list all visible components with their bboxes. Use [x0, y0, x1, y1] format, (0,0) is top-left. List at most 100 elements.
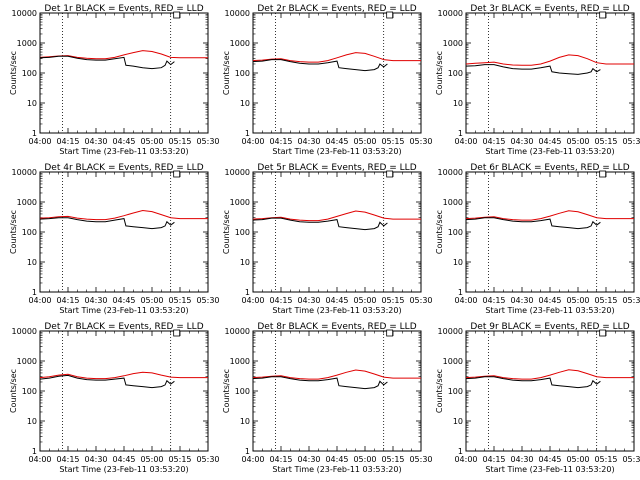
x-tick-label: 05:15 [168, 296, 191, 305]
x-tick-label: 05:00 [353, 296, 376, 305]
y-tick-label: 10 [240, 99, 250, 108]
series-line-lld [252, 52, 421, 63]
y-tick-label: 1000 [443, 357, 463, 366]
y-tick-label: 1 [32, 129, 37, 138]
x-tick-label: 04:15 [269, 296, 292, 305]
y-tick-label: 10000 [225, 327, 250, 336]
x-tick-label: 04:45 [112, 137, 135, 146]
chart-panel: Det 5r BLACK = Events, RED = LLD 1 10 100 10… [222, 163, 433, 315]
x-tick-label: 04:45 [112, 296, 135, 305]
chart-panel: Det 3r BLACK = Events, RED = LLD 1 10 100 10… [435, 4, 640, 156]
y-axis-label: Counts/sec [222, 210, 231, 254]
x-tick-label: 05:00 [140, 455, 163, 464]
series-line-lld [465, 210, 634, 221]
y-tick-label: 10000 [438, 9, 463, 18]
chart-title: Det 2r BLACK = Events, RED = LLD [257, 4, 416, 14]
chart-panel: Det 1r BLACK = Events, RED = LLD 1 10 100 10… [9, 4, 220, 156]
series-line-events [252, 59, 388, 72]
y-tick-label: 100 [22, 228, 37, 237]
chart-title: Det 9r BLACK = Events, RED = LLD [470, 322, 629, 332]
y-tick-label: 100 [22, 69, 37, 78]
y-tick-label: 1000 [17, 198, 37, 207]
y-tick-label: 1000 [17, 39, 37, 48]
top-marker-box [599, 329, 607, 337]
series-line-events [465, 376, 601, 389]
y-axis-label: Counts/sec [435, 51, 444, 95]
series-line-lld [465, 54, 634, 66]
x-tick-label: 04:45 [325, 296, 348, 305]
y-tick-label: 10 [27, 258, 37, 267]
x-tick-label: 04:00 [28, 137, 51, 146]
y-axis-label: Counts/sec [435, 369, 444, 413]
series-line-events [252, 376, 388, 390]
y-tick-label: 1000 [443, 198, 463, 207]
y-tick-label: 10 [453, 99, 463, 108]
x-tick-label: 04:30 [297, 455, 320, 464]
x-tick-label: 04:30 [297, 137, 320, 146]
x-tick-label: 04:45 [325, 137, 348, 146]
x-tick-label: 04:15 [269, 137, 292, 146]
chart-panel: Det 4r BLACK = Events, RED = LLD 1 10 100 10… [9, 163, 220, 315]
x-tick-label: 04:45 [538, 296, 561, 305]
top-marker-box [599, 11, 607, 19]
chart-title: Det 1r BLACK = Events, RED = LLD [44, 4, 203, 14]
chart-panel: Det 2r BLACK = Events, RED = LLD 1 10 100 10… [222, 4, 433, 156]
chart-panel: Det 7r BLACK = Events, RED = LLD 1 10 100 10… [9, 322, 220, 474]
x-tick-label: 04:45 [112, 455, 135, 464]
y-axis-label: Counts/sec [9, 51, 18, 95]
y-tick-label: 10000 [225, 168, 250, 177]
x-tick-label: 05:15 [381, 296, 404, 305]
chart-title: Det 8r BLACK = Events, RED = LLD [257, 322, 416, 332]
plot-frame [39, 171, 209, 293]
series-line-lld [252, 210, 421, 222]
x-tick-label: 04:15 [56, 455, 79, 464]
y-tick-label: 10 [240, 417, 250, 426]
series-line-events [39, 217, 175, 230]
x-tick-label: 04:30 [84, 455, 107, 464]
top-marker-box [386, 329, 394, 337]
y-tick-label: 10 [27, 99, 37, 108]
y-tick-label: 1 [458, 129, 463, 138]
chart-panel: Det 8r BLACK = Events, RED = LLD 1 10 100 10… [222, 322, 433, 474]
y-tick-label: 10 [453, 417, 463, 426]
y-tick-label: 100 [235, 228, 250, 237]
top-marker-box [173, 329, 181, 337]
y-tick-label: 100 [448, 69, 463, 78]
x-tick-label: 04:00 [28, 296, 51, 305]
x-axis-label: Start Time (23-Feb-11 03:53:20) [59, 147, 188, 156]
chart-title: Det 3r BLACK = Events, RED = LLD [470, 4, 629, 14]
x-axis-label: Start Time (23-Feb-11 03:53:20) [272, 465, 401, 474]
y-tick-label: 100 [448, 387, 463, 396]
x-tick-label: 04:30 [510, 137, 533, 146]
x-tick-label: 05:15 [381, 137, 404, 146]
x-tick-label: 04:00 [28, 455, 51, 464]
x-tick-label: 05:30 [409, 455, 432, 464]
plot-frame [252, 12, 422, 134]
x-tick-label: 05:30 [196, 455, 219, 464]
series-line-events [465, 217, 601, 230]
y-tick-label: 100 [235, 69, 250, 78]
x-axis-label: Start Time (23-Feb-11 03:53:20) [485, 147, 614, 156]
y-tick-label: 1000 [230, 357, 250, 366]
y-tick-label: 10000 [438, 168, 463, 177]
x-tick-label: 04:45 [538, 137, 561, 146]
x-tick-label: 04:15 [56, 137, 79, 146]
y-tick-label: 1000 [230, 198, 250, 207]
x-tick-label: 04:30 [297, 296, 320, 305]
y-tick-label: 1000 [443, 39, 463, 48]
x-tick-label: 05:30 [622, 296, 640, 305]
x-tick-label: 05:00 [140, 296, 163, 305]
x-tick-label: 05:00 [353, 137, 376, 146]
series-line-lld [39, 209, 208, 221]
y-tick-label: 1 [458, 288, 463, 297]
y-tick-label: 10 [240, 258, 250, 267]
plot-frame [252, 330, 422, 452]
x-tick-label: 04:15 [269, 455, 292, 464]
x-tick-label: 05:00 [566, 455, 589, 464]
x-tick-label: 05:30 [409, 296, 432, 305]
series-line-lld [465, 369, 634, 380]
x-tick-label: 04:00 [454, 296, 477, 305]
series-line-lld [252, 369, 421, 380]
plot-frame [39, 330, 209, 452]
chart-title: Det 4r BLACK = Events, RED = LLD [44, 163, 203, 173]
